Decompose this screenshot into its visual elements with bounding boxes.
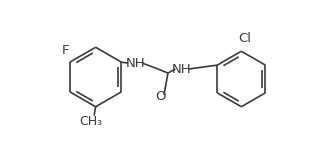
Text: NH: NH [172, 63, 192, 76]
Text: CH₃: CH₃ [79, 115, 102, 128]
Text: F: F [62, 44, 70, 57]
Text: O: O [155, 90, 165, 103]
Text: Cl: Cl [238, 32, 251, 45]
Text: NH: NH [125, 57, 145, 70]
